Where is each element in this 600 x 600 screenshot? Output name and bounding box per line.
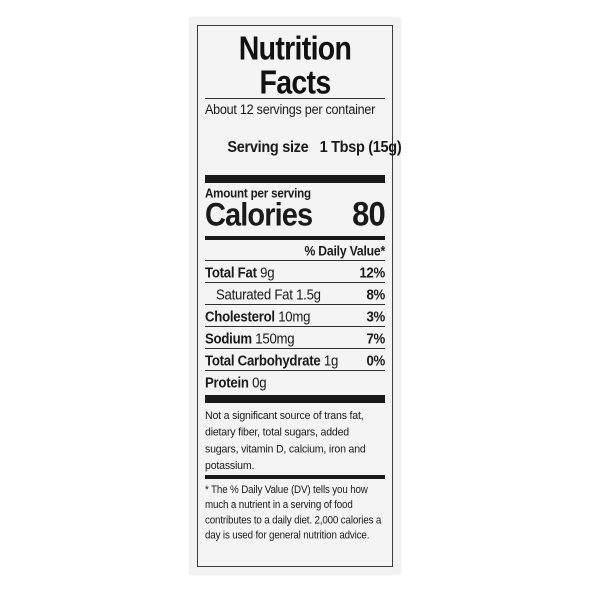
nutrient-daily-value: 12% xyxy=(359,264,385,282)
nutrient-row-sodium: Sodium 150mg 7% xyxy=(205,327,385,350)
nutrient-name: Sodium xyxy=(205,330,252,348)
serving-size-label: Serving size xyxy=(227,138,309,157)
calories-divider xyxy=(205,236,385,241)
not-significant-source-note: Not a significant source of trans fat, d… xyxy=(205,404,385,478)
nutrient-label: Protein 0g xyxy=(205,374,267,392)
nutrient-name: Total Fat xyxy=(205,264,257,282)
nutrient-amount: 150mg xyxy=(255,330,295,348)
calories-label: Calories xyxy=(205,197,313,234)
nutrient-daily-value: 3% xyxy=(366,308,385,326)
not-significant-source-text: Not a significant source of trans fat, d… xyxy=(205,409,366,473)
protein-section-divider xyxy=(205,395,385,404)
nutrient-daily-value: 8% xyxy=(366,286,385,304)
nutrient-label: Cholesterol 10mg xyxy=(205,309,310,326)
serving-size-value: 1 Tbsp (15g) xyxy=(319,138,402,157)
daily-value-header: % Daily Value* xyxy=(304,243,385,260)
daily-value-footnote: * The % Daily Value (DV) tells you how m… xyxy=(205,479,385,546)
row-divider xyxy=(205,282,385,284)
nutrient-amount: 1g xyxy=(323,352,339,370)
nutrient-label: Total Carbohydrate 1g xyxy=(205,353,338,370)
nutrient-row-cholesterol: Cholesterol 10mg 3% xyxy=(205,305,385,328)
row-divider xyxy=(205,370,385,372)
row-divider xyxy=(205,304,385,306)
row-divider xyxy=(205,348,385,350)
footnote-divider xyxy=(205,474,385,479)
daily-value-footnote-text: * The % Daily Value (DV) tells you how m… xyxy=(205,484,382,542)
nutrient-daily-value: 0% xyxy=(366,352,385,370)
calories-value: 80 xyxy=(352,194,386,234)
daily-value-divider xyxy=(205,260,385,262)
nutrient-name: Cholesterol xyxy=(205,308,275,326)
nutrient-name: Total Carbohydrate xyxy=(205,352,321,370)
nutrient-row-total-fat: Total Fat 9g 12% xyxy=(205,261,385,284)
serving-size-spacer xyxy=(308,139,319,157)
page-title: Nutrition Facts xyxy=(238,30,352,102)
nutrition-facts-panel: Nutrition Facts About 12 servings per co… xyxy=(190,18,402,574)
nutrient-row-total-carbohydrate: Total Carbohydrate 1g 0% xyxy=(205,349,385,372)
nutrient-amount: 1.5g xyxy=(296,286,321,304)
servings-per-container: About 12 servings per container xyxy=(205,102,376,118)
nutrient-row-protein: Protein 0g xyxy=(205,371,385,394)
amount-per-serving-label: Amount per serving xyxy=(205,186,311,202)
nutrient-row-saturated-fat: Saturated Fat 1.5g 8% xyxy=(205,283,385,306)
nutrient-amount: 10mg xyxy=(278,308,311,326)
calories-row: Calories 80 xyxy=(205,194,386,234)
nutrition-facts-inner-border: Nutrition Facts About 12 servings per co… xyxy=(197,25,402,567)
nutrient-name: Protein xyxy=(205,374,249,392)
nutrient-amount: 0g xyxy=(252,374,267,392)
nutrient-label: Total Fat 9g xyxy=(205,264,275,282)
nutrient-label: Sodium 150mg xyxy=(205,330,295,348)
serving-size-row: Serving size 1 Tbsp (15g) xyxy=(205,119,401,177)
title-divider xyxy=(205,98,385,100)
row-divider xyxy=(205,326,385,328)
nutrient-amount: 9g xyxy=(260,264,275,282)
nutrient-daily-value: 7% xyxy=(366,330,385,348)
nutrient-label: Saturated Fat 1.5g xyxy=(216,287,321,304)
serving-section-divider xyxy=(205,175,385,184)
nutrient-name: Saturated Fat xyxy=(216,286,293,304)
